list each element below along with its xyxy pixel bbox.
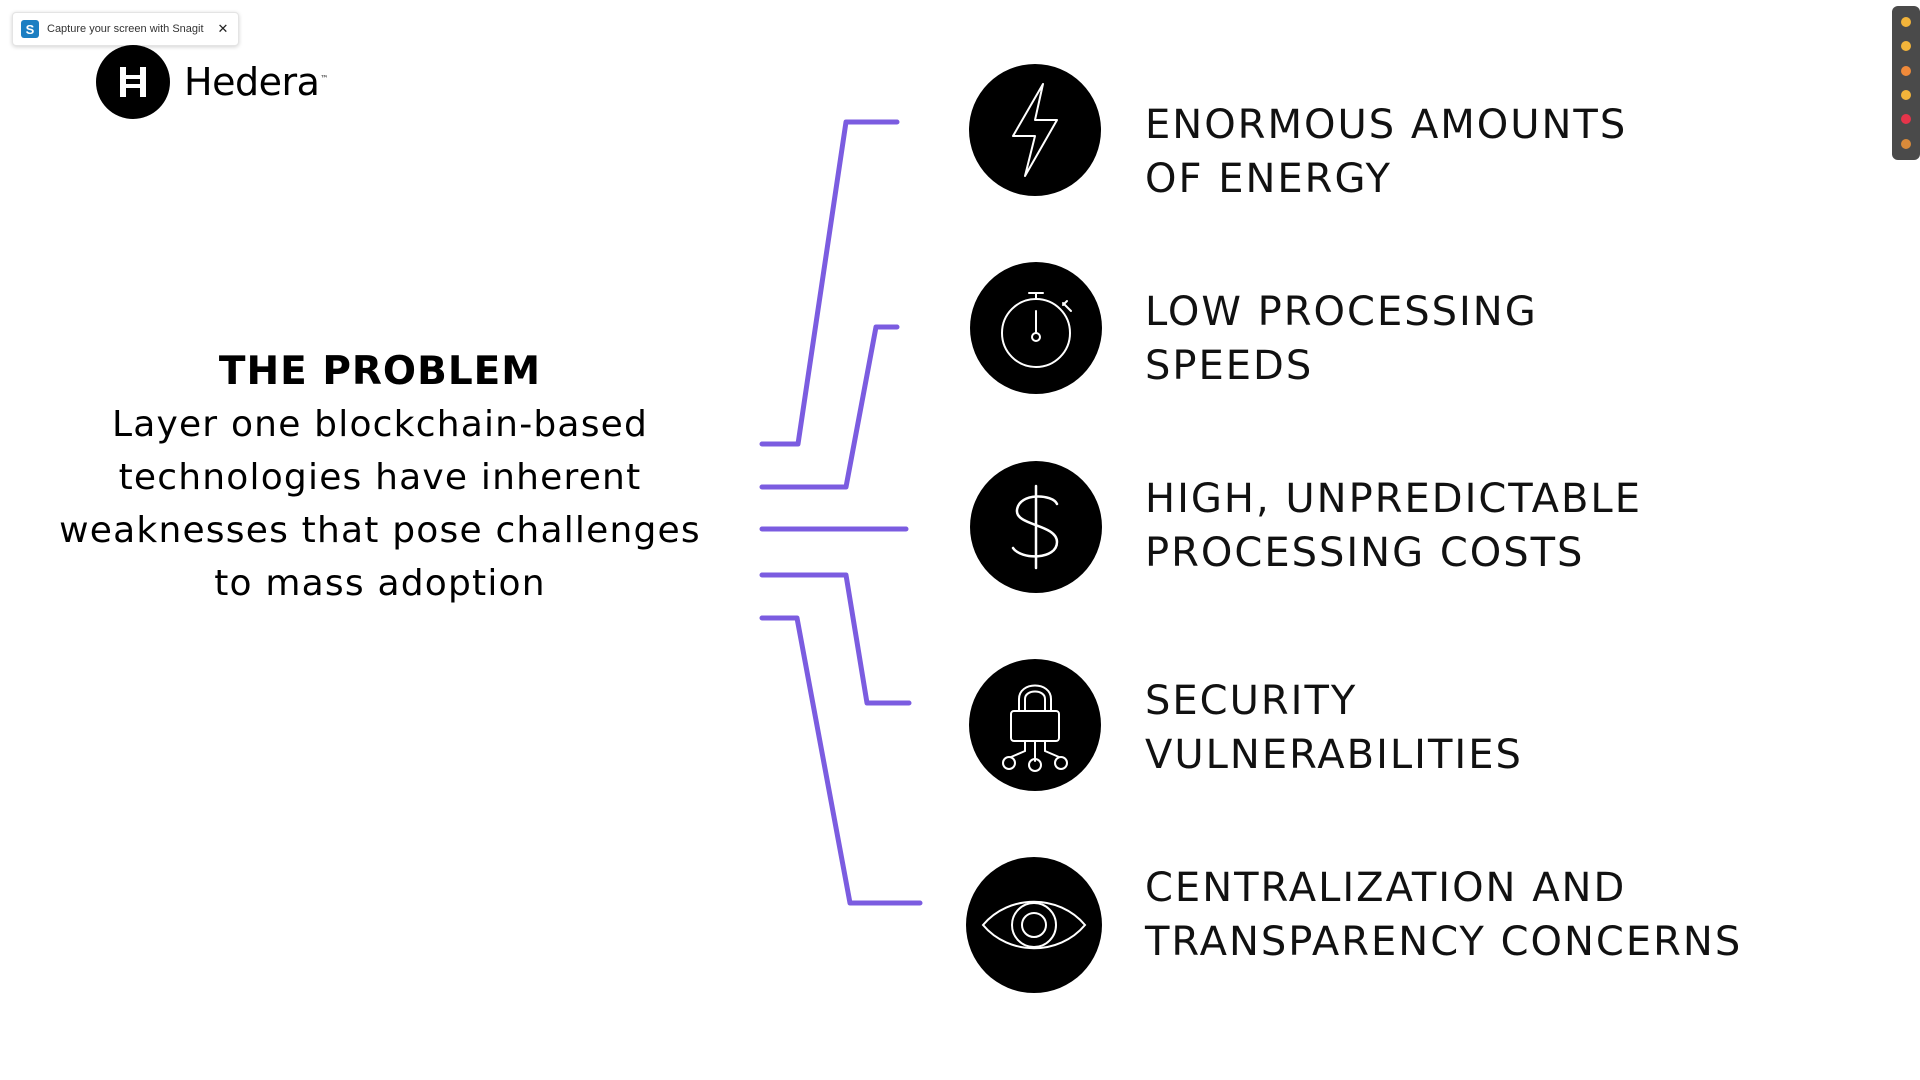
connector-line	[759, 324, 900, 490]
brand-name: Hedera™	[184, 60, 328, 104]
snagit-notification[interactable]: S Capture your screen with Snagit ✕	[12, 12, 240, 46]
close-icon[interactable]: ✕	[217, 21, 229, 37]
reaction-rail	[1892, 6, 1920, 160]
party-popper-icon[interactable]	[1901, 138, 1911, 149]
eye-icon	[966, 857, 1102, 993]
snagit-logo-icon: S	[21, 20, 39, 38]
problem-line: technologies have inherent	[118, 457, 642, 498]
problem-title: THE PROBLEM	[218, 349, 542, 394]
problem-line: Layer one blockchain-based	[111, 404, 649, 445]
lightning-bolt-icon	[969, 64, 1101, 196]
hedera-logo: Hedera™	[96, 45, 328, 119]
dollar-sign-icon	[970, 461, 1102, 593]
thumbs-up-icon[interactable]	[1901, 17, 1911, 28]
item-label: LOW PROCESSING SPEEDS	[1145, 289, 1538, 389]
thumbs-down-icon[interactable]	[1901, 41, 1911, 52]
item-label: ENORMOUS AMOUNTS OF ENERGY	[1145, 102, 1628, 202]
heart-icon[interactable]	[1901, 114, 1911, 125]
connector-line	[759, 615, 923, 906]
problem-statement: THE PROBLEM Layer one blockchain-based t…	[10, 346, 750, 610]
problem-description: Layer one blockchain-based technologies …	[10, 398, 750, 610]
problem-line: to mass adoption	[214, 563, 546, 604]
item-label: SECURITY VULNERABILITIES	[1145, 678, 1523, 778]
hedera-h-icon	[96, 45, 170, 119]
item-label: HIGH, UNPREDICTABLE PROCESSING COSTS	[1145, 476, 1642, 576]
problem-line: weaknesses that pose challenges	[59, 510, 701, 551]
connector-line	[759, 572, 912, 706]
stopwatch-icon	[970, 262, 1102, 394]
surprised-face-icon[interactable]	[1901, 65, 1911, 76]
connector-line	[759, 119, 900, 447]
snagit-notification-text: Capture your screen with Snagit	[47, 23, 204, 35]
item-label: CENTRALIZATION AND TRANSPARENCY CONCERNS	[1145, 865, 1743, 965]
laughing-face-icon[interactable]	[1901, 90, 1911, 101]
padlock-network-icon	[969, 659, 1101, 791]
